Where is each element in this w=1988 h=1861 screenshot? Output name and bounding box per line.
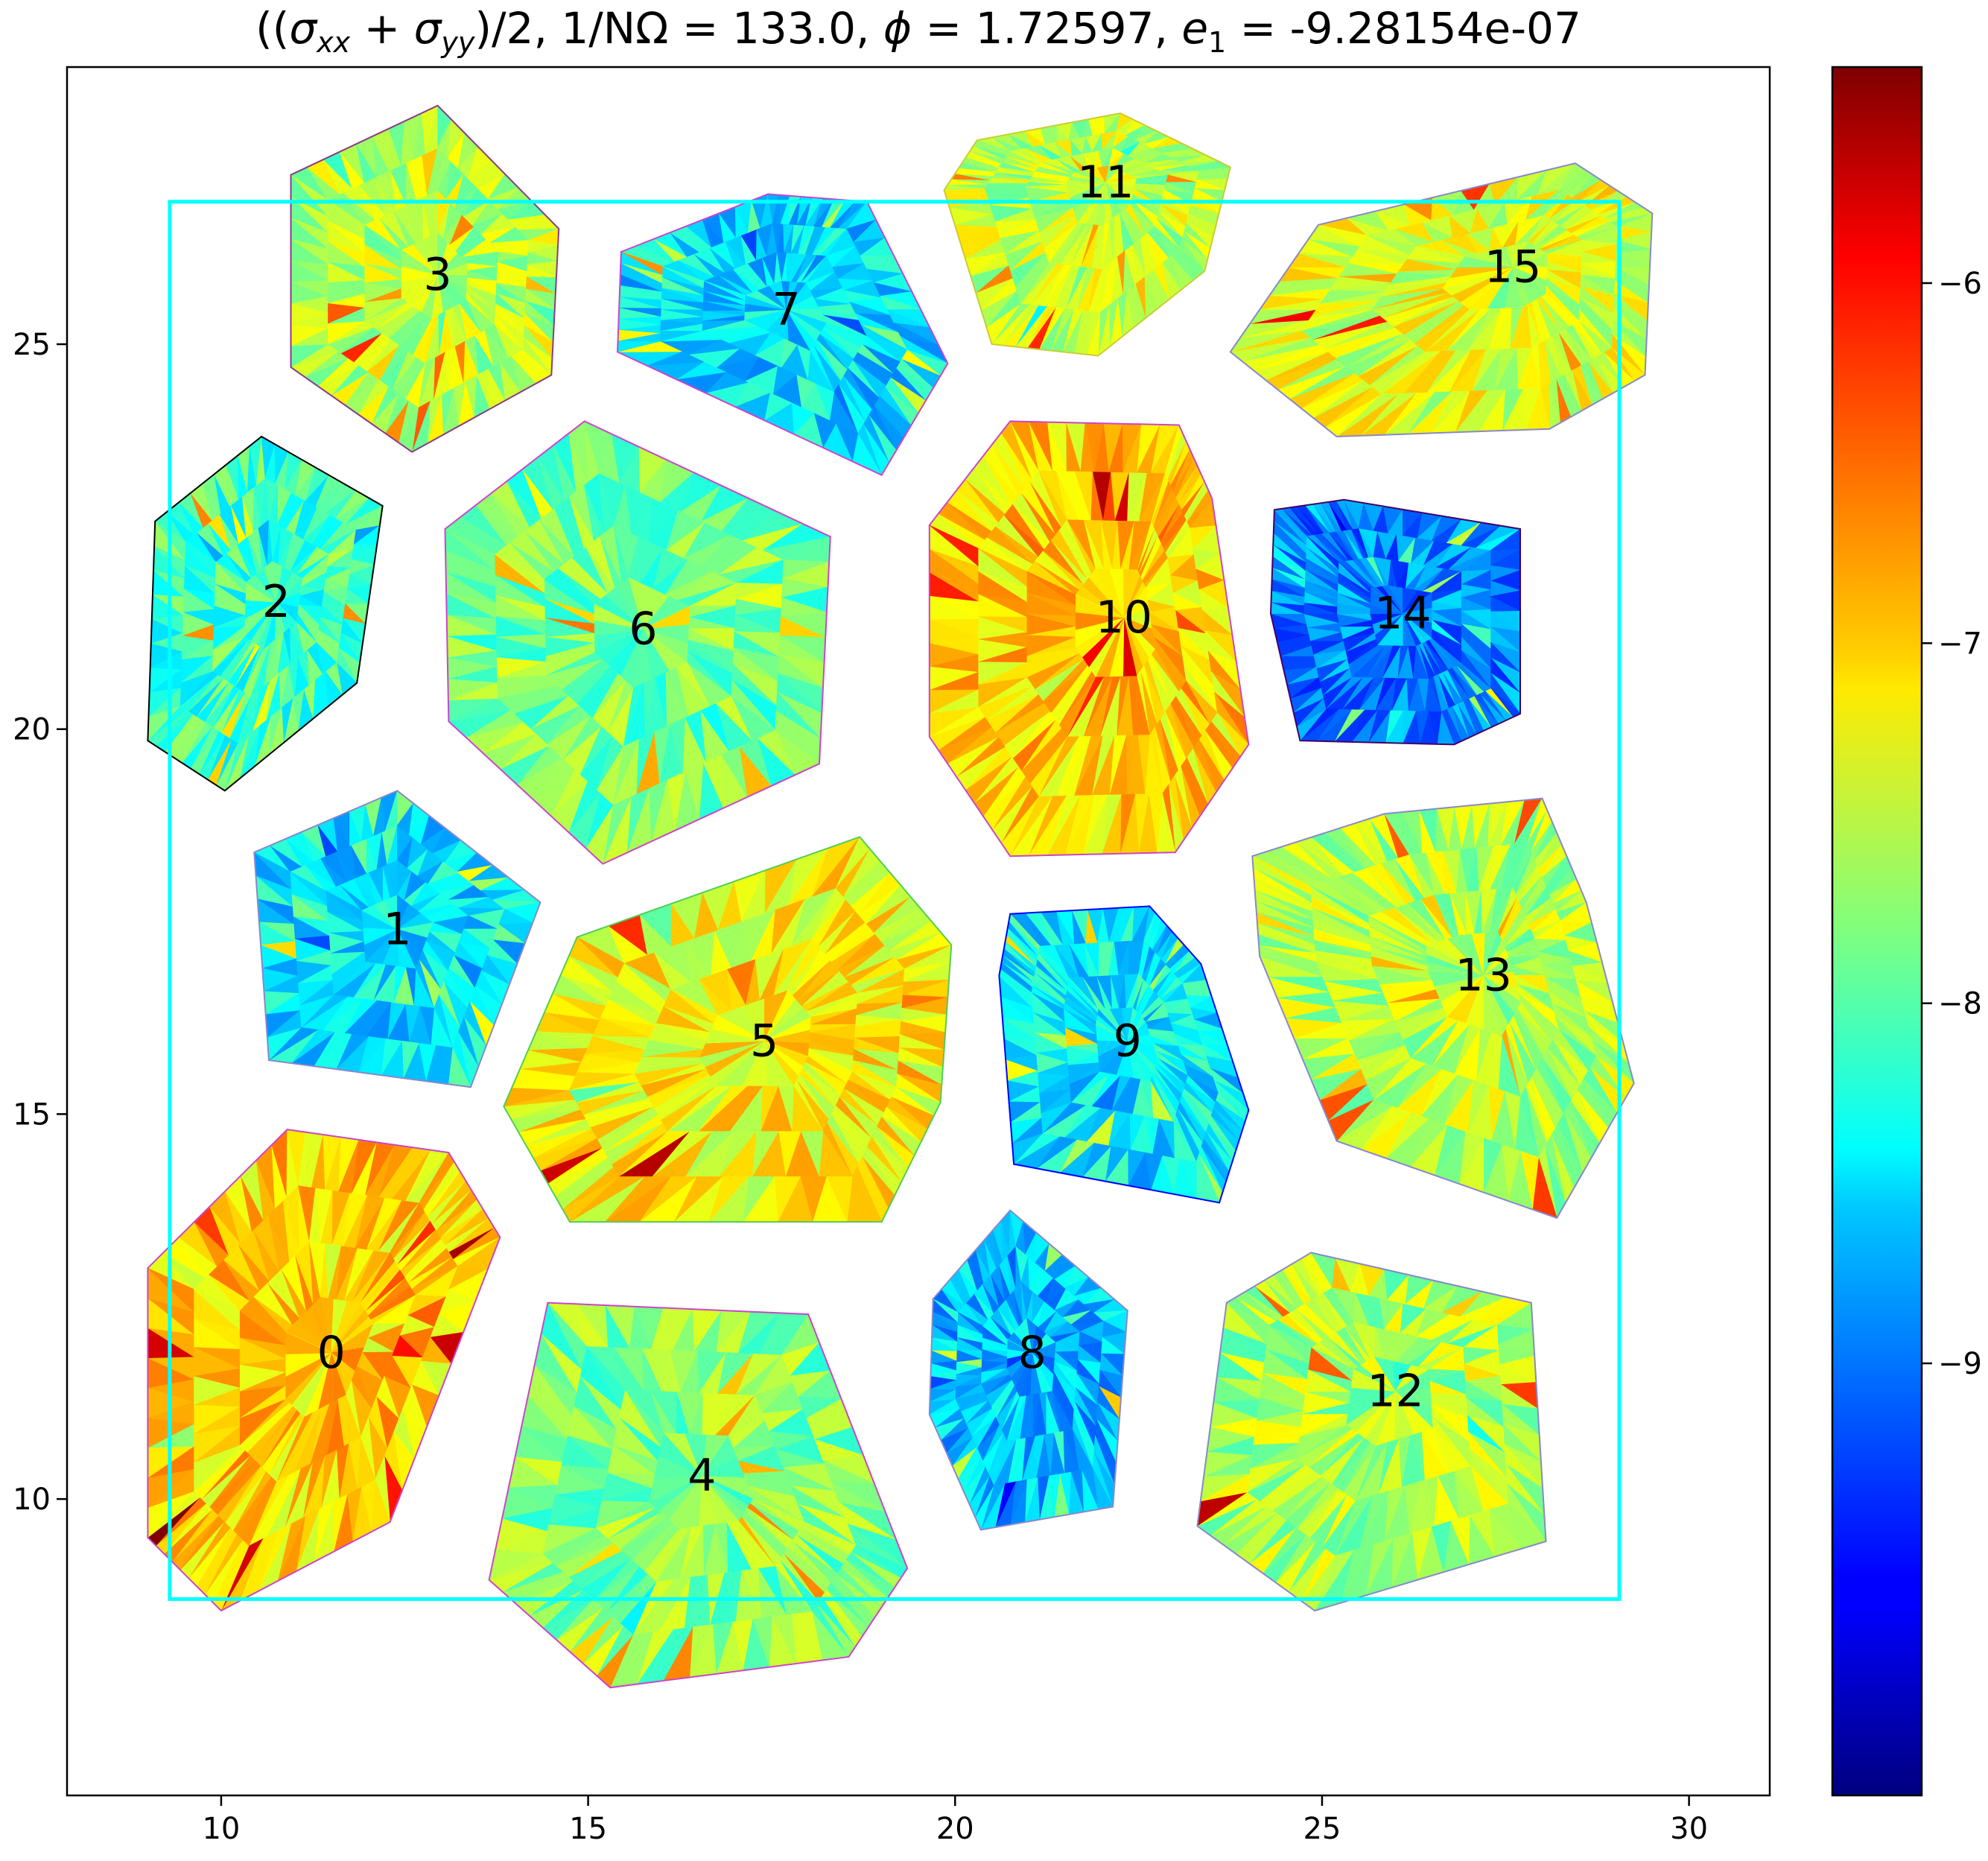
grain-cell-1 bbox=[253, 790, 542, 1088]
cells-layer bbox=[147, 104, 1654, 1689]
mesh-triangle bbox=[544, 578, 594, 615]
grain-cell-15 bbox=[1229, 162, 1654, 438]
mesh-triangle bbox=[670, 989, 718, 1024]
chart-title: ((σxx + σyy)/2, 1/NΩ = 133.0, ϕ = 1.7259… bbox=[255, 3, 1581, 59]
mesh-triangle bbox=[585, 1345, 626, 1410]
mesh-triangle bbox=[494, 554, 545, 594]
mesh-triangle bbox=[624, 1389, 664, 1448]
grain-outline bbox=[147, 435, 384, 792]
grain-cell-6 bbox=[444, 420, 831, 865]
mesh-triangle bbox=[327, 200, 365, 240]
grain-cell-12 bbox=[1196, 1252, 1547, 1612]
grain-outline bbox=[253, 790, 542, 1088]
grain-outline bbox=[503, 836, 953, 1223]
mesh-triangle bbox=[239, 1310, 286, 1346]
grain-cell-11 bbox=[943, 112, 1231, 357]
mesh-triangle bbox=[623, 963, 671, 1002]
grain-cell-5 bbox=[503, 836, 953, 1223]
grain-cell-4 bbox=[488, 1302, 909, 1689]
grain-cell-7 bbox=[616, 193, 949, 476]
grain-cell-2 bbox=[147, 435, 384, 792]
grain-cell-3 bbox=[290, 104, 560, 453]
mesh-triangle bbox=[215, 561, 247, 594]
mesh-triangle bbox=[290, 871, 328, 907]
mesh-triangle bbox=[325, 890, 363, 922]
grain-outline bbox=[147, 1129, 501, 1612]
mesh-triangle bbox=[363, 224, 401, 261]
grain-cell-10 bbox=[928, 420, 1250, 857]
mesh-triangle bbox=[185, 541, 216, 578]
grain-outline bbox=[488, 1302, 909, 1689]
grain-cell-0 bbox=[147, 1129, 501, 1612]
grain-cell-13 bbox=[1251, 797, 1635, 1220]
grain-outline bbox=[444, 420, 831, 865]
mesh-triangle bbox=[254, 852, 292, 890]
mesh-triangle bbox=[547, 1302, 587, 1370]
grain-outline bbox=[290, 104, 560, 453]
mesh-triangle bbox=[290, 174, 328, 217]
mesh-triangle bbox=[193, 1289, 240, 1331]
mesh-triangle bbox=[577, 936, 624, 978]
mesh-triangle bbox=[445, 528, 495, 571]
